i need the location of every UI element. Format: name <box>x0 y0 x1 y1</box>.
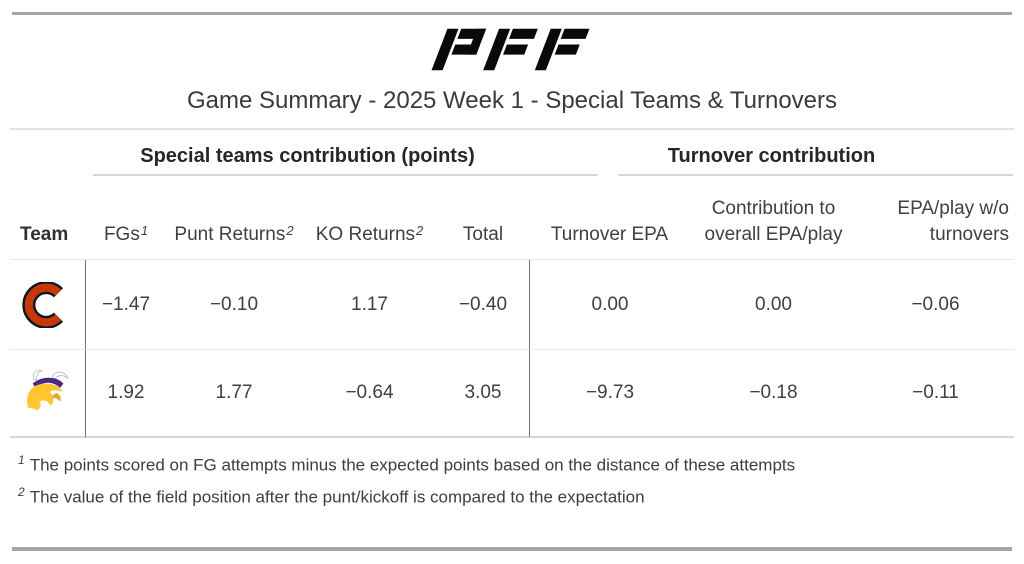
group-underline-special-teams <box>93 174 598 176</box>
brand-header <box>0 23 1024 77</box>
cell-vikings-epa-play-wo-turnovers: −0.11 <box>857 350 1014 438</box>
col-header-fgs: FGs 1 <box>86 177 166 260</box>
cell-vikings-turnover-epa: −9.73 <box>529 350 690 438</box>
bears-logo <box>21 281 63 328</box>
vikings-logo <box>26 370 68 411</box>
cell-vikings-ko-returns: −0.64 <box>302 350 437 438</box>
group-spacer <box>10 130 86 177</box>
col-header-punt-returns: Punt Returns 2 <box>166 177 302 260</box>
col-header-ko-returns: KO Returns 2 <box>302 177 437 260</box>
cell-vikings-contribution-epa-play: −0.18 <box>690 350 857 438</box>
cell-bears-epa-play-wo-turnovers: −0.06 <box>857 260 1014 350</box>
col-header-fgs-label: FGs <box>103 224 140 245</box>
group-underline-turnover <box>618 174 1013 176</box>
col-header-ko-returns-label: KO Returns <box>315 224 416 245</box>
top-border-rule <box>12 12 1012 15</box>
col-header-total: Total <box>437 177 529 260</box>
team-cell-bears <box>10 260 86 350</box>
group-header-turnover: Turnover contribution <box>667 145 876 167</box>
team-cell-vikings <box>10 350 86 438</box>
footnotes: 1 The points scored on FG attempts minus … <box>18 453 1024 507</box>
col-header-epa-play-wo-turnovers: EPA/play w/o turnovers <box>857 177 1014 260</box>
footnote-2: 2 The value of the field position after t… <box>18 485 1024 508</box>
col-header-punt-returns-label: Punt Returns <box>174 224 286 245</box>
cell-vikings-total: 3.05 <box>437 350 529 438</box>
footnote-1-marker: 1 <box>18 453 25 467</box>
col-header-contribution-epa-play: Contribution to overall EPA/play <box>690 177 857 260</box>
col-header-team: Team <box>10 177 86 260</box>
table-grid: Team FGs 1 Punt Returns 2 KO Returns 2 Tota… <box>10 177 1014 438</box>
footnote-marker-2: 2 <box>416 223 424 238</box>
cell-vikings-fgs: 1.92 <box>86 350 166 438</box>
footnote-2-text: The value of the field position after th… <box>29 487 645 507</box>
title-rule <box>10 128 1014 130</box>
column-group-row: Special teams contribution (points) Turn… <box>10 130 1014 177</box>
col-header-turnover-epa: Turnover EPA <box>529 177 690 260</box>
page-title: Game Summary - 2025 Week 1 - Special Tea… <box>186 87 838 114</box>
footnote-1-text: The points scored on FG attempts minus t… <box>29 455 796 475</box>
footnote-marker-1: 1 <box>140 223 149 238</box>
summary-table: Special teams contribution (points) Turn… <box>10 130 1014 438</box>
pff-logo <box>431 28 590 71</box>
group-header-special-teams: Special teams contribution (points) <box>140 145 475 167</box>
footnote-marker-2: 2 <box>286 223 294 238</box>
cell-bears-punt-returns: −0.10 <box>166 260 302 350</box>
cell-bears-total: −0.40 <box>437 260 529 350</box>
cell-bears-fgs: −1.47 <box>86 260 166 350</box>
cell-vikings-punt-returns: 1.77 <box>166 350 302 438</box>
cell-bears-contribution-epa-play: 0.00 <box>690 260 857 350</box>
footnote-1: 1 The points scored on FG attempts minus … <box>18 453 1024 476</box>
cell-bears-turnover-epa: 0.00 <box>529 260 690 350</box>
cell-bears-ko-returns: 1.17 <box>302 260 437 350</box>
bottom-border-rule <box>12 547 1012 551</box>
footnote-2-marker: 2 <box>18 484 25 499</box>
